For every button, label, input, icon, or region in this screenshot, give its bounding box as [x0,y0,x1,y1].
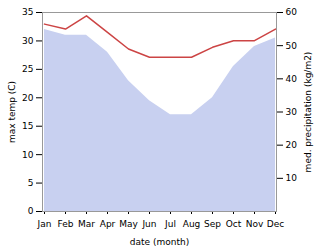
svg-text:0: 0 [28,206,34,216]
svg-text:60: 60 [286,7,298,17]
svg-text:Apr: Apr [100,219,116,229]
svg-text:Oct: Oct [226,219,242,229]
svg-text:Jun: Jun [141,219,156,229]
svg-text:May: May [119,219,138,229]
svg-text:med. precipitation (kg/m2): med. precipitation (kg/m2) [303,52,313,173]
svg-text:Sep: Sep [204,219,221,229]
svg-text:40: 40 [286,74,298,84]
svg-text:Mar: Mar [78,219,95,229]
svg-text:50: 50 [286,41,298,51]
svg-text:max temp (C): max temp (C) [7,81,17,143]
svg-text:25: 25 [22,64,33,74]
svg-text:Nov: Nov [246,219,264,229]
svg-text:20: 20 [22,93,34,103]
svg-text:35: 35 [22,7,33,17]
svg-text:date (month): date (month) [130,237,189,247]
svg-text:Aug: Aug [183,219,201,229]
svg-text:10: 10 [286,173,298,183]
svg-text:10: 10 [22,150,34,160]
svg-text:30: 30 [22,36,34,46]
svg-text:Dec: Dec [267,219,284,229]
svg-text:20: 20 [286,140,298,150]
svg-text:30: 30 [286,107,298,117]
svg-text:Jan: Jan [37,219,52,229]
svg-text:15: 15 [22,121,33,131]
svg-text:Feb: Feb [58,219,74,229]
svg-text:5: 5 [28,178,34,188]
svg-text:Jul: Jul [164,219,176,229]
